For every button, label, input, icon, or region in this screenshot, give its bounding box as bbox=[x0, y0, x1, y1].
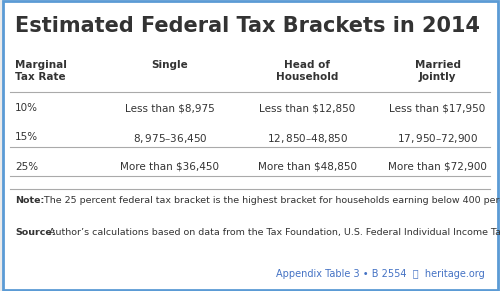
Text: The 25 percent federal tax bracket is the highest bracket for households earning: The 25 percent federal tax bracket is th… bbox=[41, 196, 500, 205]
Text: 25%: 25% bbox=[15, 162, 38, 171]
Text: More than $48,850: More than $48,850 bbox=[258, 162, 357, 171]
Text: $8,975–$36,450: $8,975–$36,450 bbox=[133, 132, 207, 146]
Text: Single: Single bbox=[152, 60, 188, 70]
Text: Note:: Note: bbox=[15, 196, 44, 205]
Text: Married
Jointly: Married Jointly bbox=[414, 60, 461, 82]
Text: Estimated Federal Tax Brackets in 2014: Estimated Federal Tax Brackets in 2014 bbox=[15, 16, 480, 36]
Text: Less than $17,950: Less than $17,950 bbox=[390, 103, 486, 113]
Text: Source:: Source: bbox=[15, 228, 56, 237]
Text: Appendix Table 3 • B 2554  🔔  heritage.org: Appendix Table 3 • B 2554 🔔 heritage.org bbox=[276, 269, 485, 279]
Text: Less than $12,850: Less than $12,850 bbox=[260, 103, 356, 113]
Text: 15%: 15% bbox=[15, 132, 38, 142]
Text: Less than $8,975: Less than $8,975 bbox=[125, 103, 215, 113]
Text: Author’s calculations based on data from the Tax Foundation, U.S. Federal Indivi: Author’s calculations based on data from… bbox=[46, 228, 500, 237]
Text: Head of
Household: Head of Household bbox=[276, 60, 338, 82]
Text: $12,850–$48,850: $12,850–$48,850 bbox=[267, 132, 348, 146]
Text: 10%: 10% bbox=[15, 103, 38, 113]
Text: More than $72,900: More than $72,900 bbox=[388, 162, 487, 171]
Text: More than $36,450: More than $36,450 bbox=[120, 162, 220, 171]
Text: $17,950–$72,900: $17,950–$72,900 bbox=[397, 132, 478, 146]
Text: Marginal
Tax Rate: Marginal Tax Rate bbox=[15, 60, 67, 82]
